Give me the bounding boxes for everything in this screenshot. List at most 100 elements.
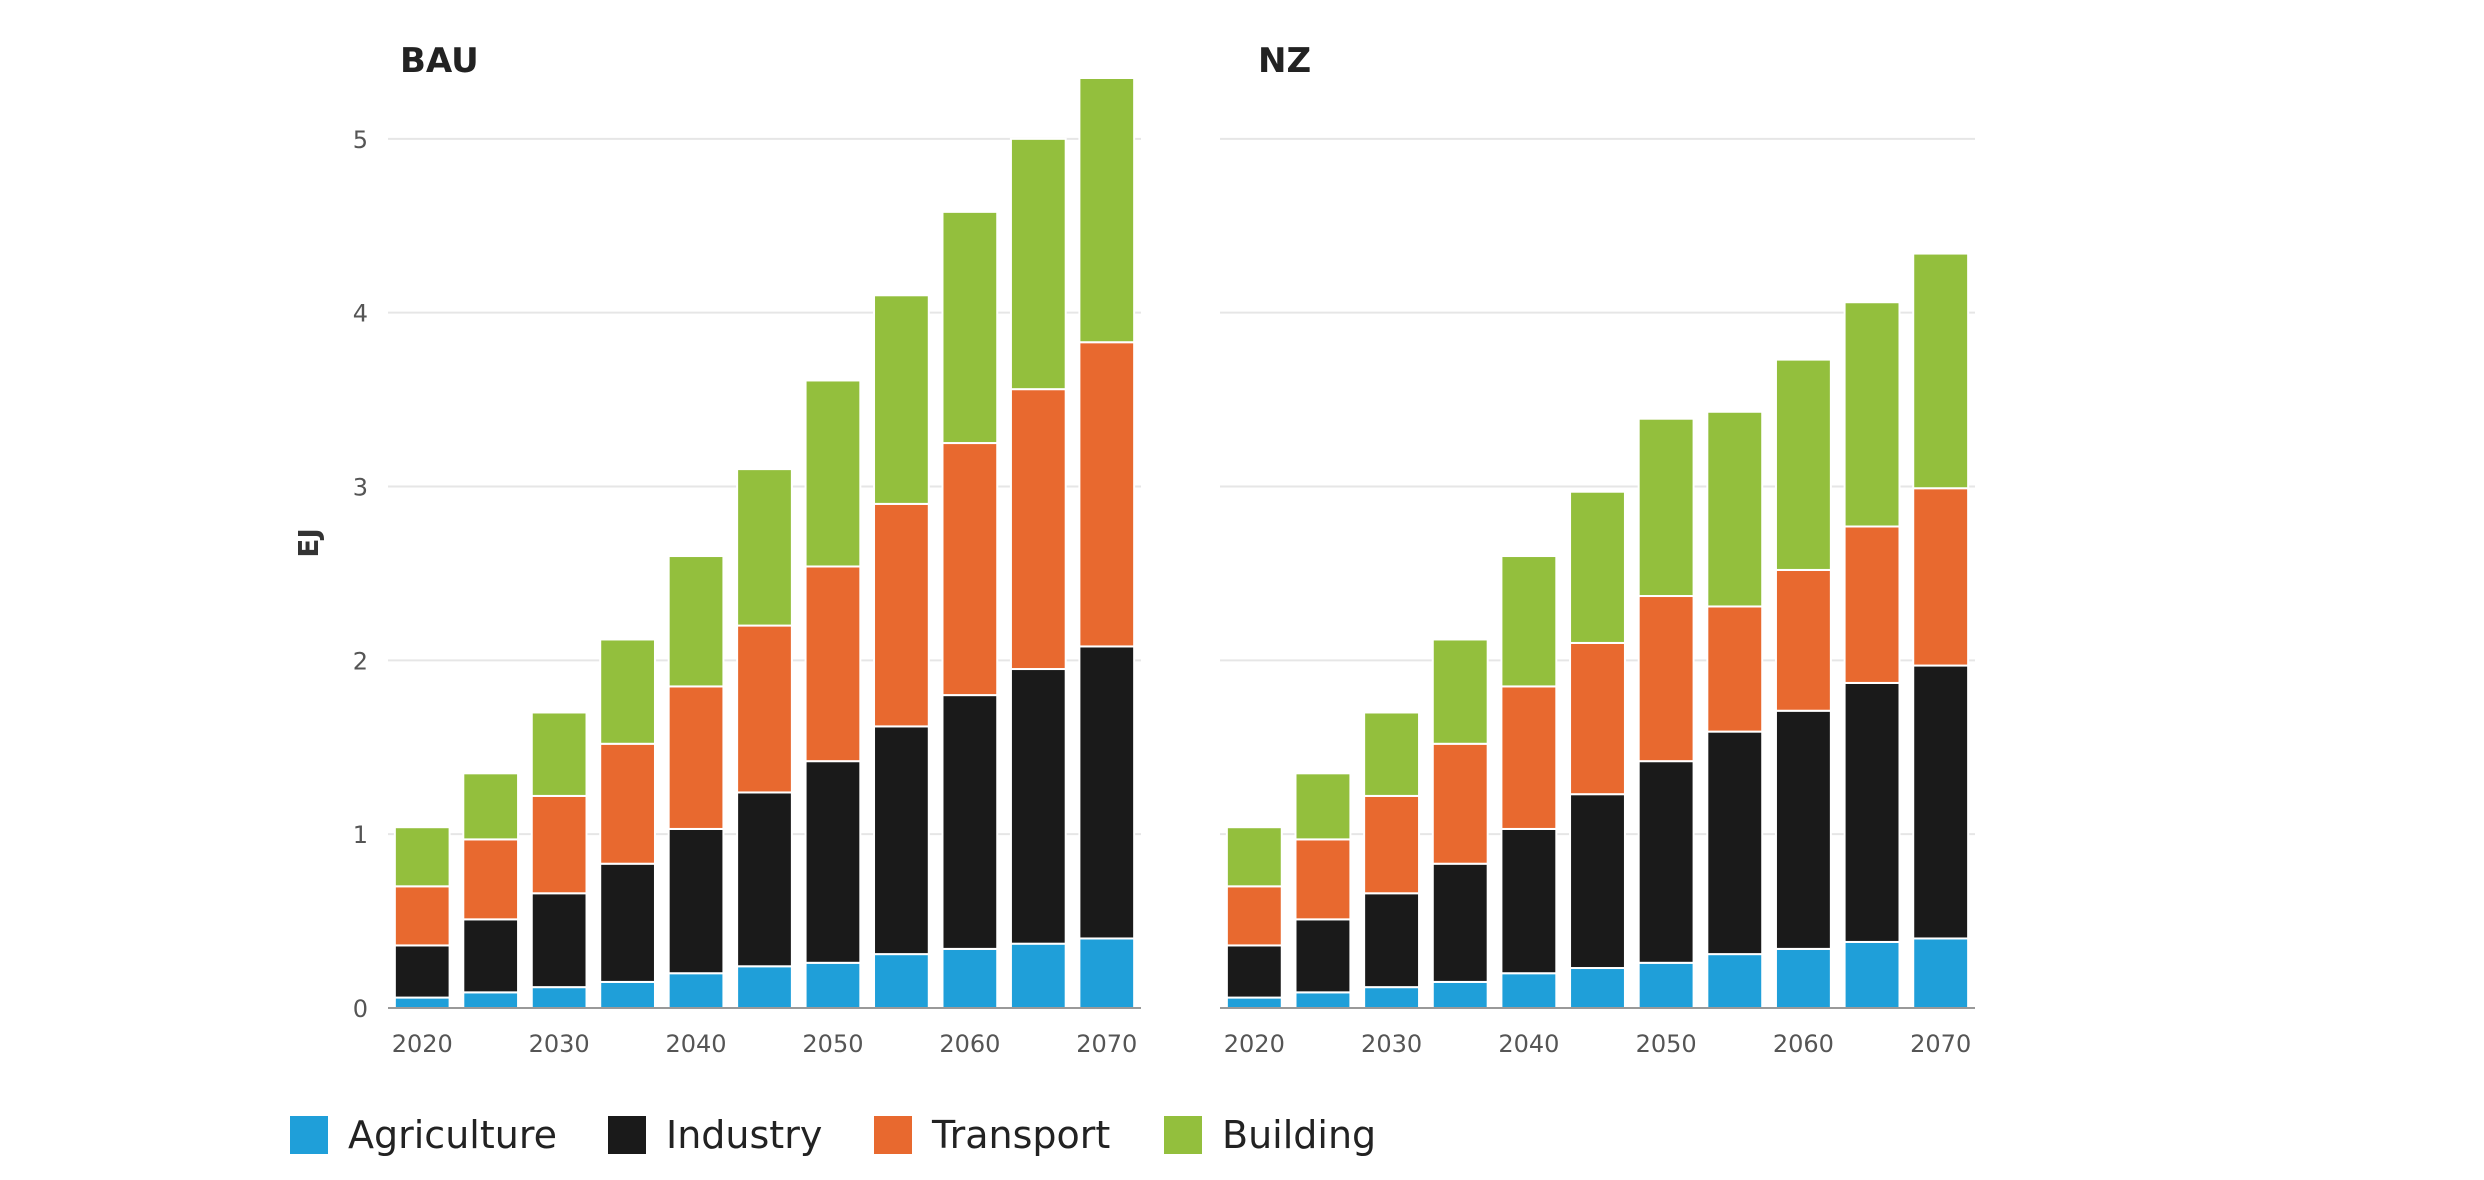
bar-agriculture-2025 (1294, 991, 1352, 1010)
bar-transport-2020 (393, 885, 451, 947)
y-axis-title: EJ (292, 528, 325, 558)
x-tick-label: 2040 (666, 1030, 727, 1058)
bar-agriculture-2045 (1569, 967, 1626, 1009)
bar-industry-2060 (941, 694, 999, 950)
bar-building-2025 (1294, 772, 1352, 841)
bar-agriculture-2065 (1009, 942, 1067, 1010)
legend-label-transport: Transport (931, 1113, 1110, 1157)
bar-building-2055 (873, 294, 930, 505)
bar-industry-2070 (1078, 645, 1136, 940)
legend-swatch-building (1164, 1116, 1202, 1154)
x-tick-label: 2060 (1773, 1030, 1834, 1058)
bar-industry-2035 (1431, 862, 1489, 983)
x-tick-label: 2030 (529, 1030, 590, 1058)
bar-transport-2035 (1431, 742, 1489, 865)
bar-agriculture-2040 (667, 972, 725, 1009)
bar-building-2020 (393, 826, 451, 888)
bar-transport-2040 (1500, 685, 1558, 830)
bar-agriculture-2030 (1363, 986, 1421, 1010)
bar-agriculture-2035 (599, 980, 656, 1009)
x-tick-label: 2050 (1636, 1030, 1697, 1058)
bar-transport-2025 (1294, 838, 1352, 921)
bar-industry-2045 (736, 791, 793, 968)
x-tick-label: 2020 (1224, 1030, 1285, 1058)
bar-agriculture-2050 (1637, 961, 1695, 1009)
bar-transport-2060 (941, 442, 999, 697)
x-tick-label: 2070 (1910, 1030, 1971, 1058)
bar-building-2040 (1500, 555, 1558, 688)
bar-transport-2050 (1637, 595, 1695, 763)
legend-swatch-transport (874, 1116, 912, 1154)
bar-agriculture-2035 (1431, 980, 1489, 1009)
bar-transport-2025 (462, 838, 520, 921)
y-tick-label: 0 (353, 995, 368, 1023)
panel-title: BAU (400, 41, 479, 81)
bar-transport-2055 (1706, 605, 1764, 733)
bar-industry-2050 (1637, 760, 1695, 964)
bar-building-2050 (804, 379, 862, 568)
bar-industry-2020 (1225, 944, 1283, 999)
bar-industry-2025 (1294, 918, 1352, 994)
bar-building-2065 (1009, 137, 1067, 391)
legend-label-industry: Industry (666, 1113, 822, 1157)
bar-transport-2035 (599, 742, 656, 865)
bar-agriculture-2025 (462, 991, 520, 1010)
bar-agriculture-2070 (1912, 937, 1970, 1009)
bar-building-2060 (941, 210, 999, 445)
bar-building-2070 (1078, 77, 1136, 344)
bar-agriculture-2020 (393, 996, 451, 1009)
bar-building-2065 (1843, 301, 1901, 528)
bar-transport-2030 (530, 794, 588, 895)
bar-building-2045 (1569, 490, 1626, 644)
chart-panels: 0 1 2 3 4 5 EJ BAU 2020 2030 2040 2050 2060 2070 NZ 202… (292, 41, 1975, 1058)
legend-label-agriculture: Agriculture (348, 1113, 557, 1157)
bar-agriculture-2045 (736, 965, 793, 1010)
legend-swatch-industry (608, 1116, 646, 1154)
bar-transport-2070 (1078, 341, 1136, 648)
bar-transport-2055 (873, 502, 930, 728)
bar-agriculture-2055 (1706, 953, 1764, 1009)
bar-agriculture-2055 (873, 953, 930, 1009)
bar-transport-2040 (667, 685, 725, 830)
bar-building-2070 (1912, 252, 1970, 490)
bar-industry-2040 (667, 827, 725, 975)
x-tick-label: 2020 (392, 1030, 453, 1058)
bar-industry-2060 (1774, 709, 1832, 950)
bar-building-2035 (1431, 638, 1489, 745)
bar-building-2035 (599, 638, 656, 745)
bar-building-2025 (462, 772, 520, 841)
bar-building-2055 (1706, 410, 1764, 608)
legend-label-building: Building (1222, 1113, 1376, 1157)
bar-transport-2045 (1569, 641, 1626, 796)
bar-transport-2065 (1843, 525, 1901, 684)
bar-industry-2025 (462, 918, 520, 994)
bar-transport-2020 (1225, 885, 1283, 947)
x-tick-label: 2050 (802, 1030, 863, 1058)
x-tick-label: 2070 (1076, 1030, 1137, 1058)
bar-industry-2065 (1009, 668, 1067, 945)
bar-transport-2065 (1009, 388, 1067, 671)
bar-industry-2045 (1569, 793, 1626, 970)
bar-building-2030 (1363, 711, 1421, 797)
bar-building-2030 (530, 711, 588, 797)
bar-agriculture-2070 (1078, 937, 1136, 1009)
legend-swatch-agriculture (290, 1116, 328, 1154)
bar-agriculture-2040 (1500, 972, 1558, 1009)
bar-agriculture-2030 (530, 986, 588, 1010)
bar-agriculture-2065 (1843, 940, 1901, 1009)
y-tick-label: 3 (353, 474, 368, 502)
bar-building-2050 (1637, 417, 1695, 598)
panel-bau: 0 1 2 3 4 5 EJ BAU 2020 2030 2040 2050 2060 2070 (292, 41, 1141, 1058)
bar-industry-2070 (1912, 664, 1970, 940)
x-tick-label: 2040 (1498, 1030, 1559, 1058)
bar-transport-2050 (804, 565, 862, 763)
panel-nz: NZ 2020 2030 2040 2050 2060 2070 (1220, 41, 1975, 1058)
chart-legend: Agriculture Industry Transport Building (290, 1113, 1376, 1157)
bar-transport-2030 (1363, 794, 1421, 895)
bar-transport-2070 (1912, 487, 1970, 667)
y-tick-label: 5 (353, 126, 368, 154)
bar-industry-2055 (873, 725, 930, 956)
bar-building-2045 (736, 468, 793, 627)
